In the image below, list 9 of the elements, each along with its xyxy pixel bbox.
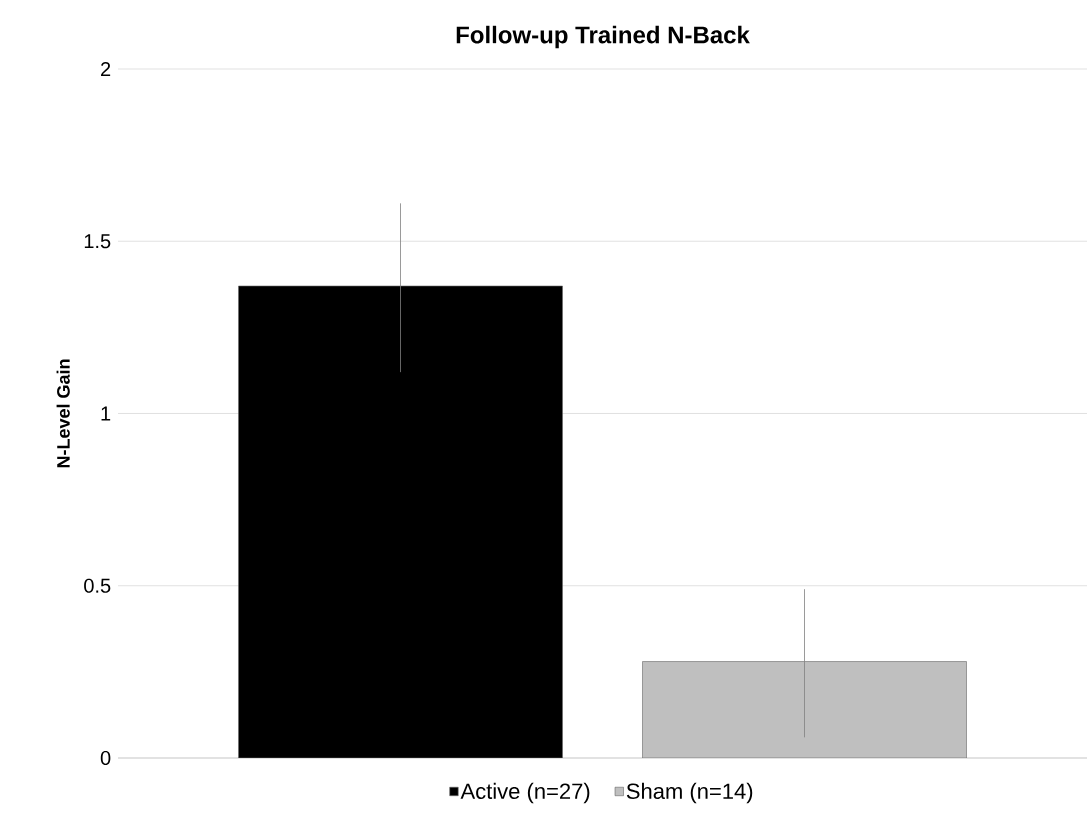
legend-label: Active (n=27) xyxy=(460,782,590,804)
chart-title: Follow-up Trained N-Back xyxy=(456,25,750,49)
y-tick-label: 1 xyxy=(101,406,111,421)
legend-label: Sham (n=14) xyxy=(626,782,753,804)
y-axis-title: N-Level Gain xyxy=(56,359,70,468)
y-tick-label: 0.5 xyxy=(84,578,111,593)
y-tick-label: 0 xyxy=(100,750,111,766)
y-tick-label: 2 xyxy=(101,62,111,76)
y-tick-label: 1.5 xyxy=(84,234,111,249)
